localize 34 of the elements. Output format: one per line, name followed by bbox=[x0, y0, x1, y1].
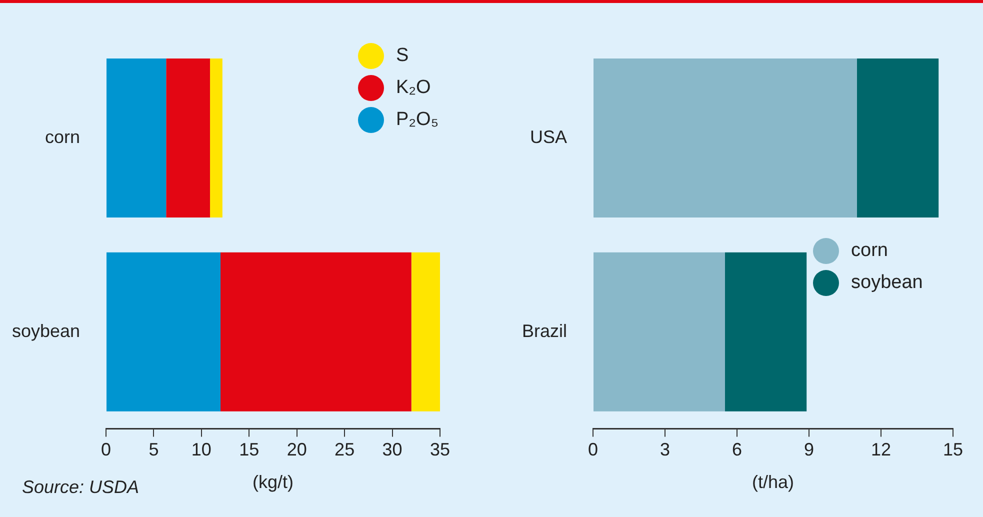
bar bbox=[594, 58, 857, 218]
x-tick-label: 35 bbox=[430, 440, 450, 460]
legend-label: corn bbox=[851, 240, 888, 262]
bar bbox=[725, 252, 807, 412]
x-axis-title: (t/ha) bbox=[752, 472, 794, 492]
x-tick-label: 3 bbox=[660, 440, 670, 460]
source-note: Source: USDA bbox=[22, 477, 140, 498]
x-tick-label: 15 bbox=[239, 440, 260, 460]
x-tick-label: 10 bbox=[191, 440, 212, 460]
x-tick-label: 12 bbox=[870, 440, 892, 460]
bar bbox=[106, 58, 166, 218]
x-tick-label: 0 bbox=[588, 440, 598, 460]
y-tick-label: USA bbox=[530, 126, 567, 147]
x-tick-label: 30 bbox=[382, 440, 402, 460]
x-tick-label: 5 bbox=[148, 440, 159, 460]
x-tick-label: 9 bbox=[804, 440, 814, 460]
legend-label: P₂O₅ bbox=[396, 109, 438, 131]
bar bbox=[166, 58, 210, 218]
x-tick-label: 25 bbox=[334, 440, 355, 460]
legend-label: S bbox=[396, 45, 409, 67]
x-tick-label: 15 bbox=[942, 440, 964, 460]
bar bbox=[210, 58, 222, 218]
x-tick-label: 6 bbox=[732, 440, 742, 460]
bar bbox=[411, 252, 440, 412]
bar bbox=[220, 252, 412, 412]
legend-label: soybean bbox=[851, 272, 923, 294]
bar bbox=[594, 252, 725, 412]
bar bbox=[106, 252, 221, 412]
bar bbox=[857, 58, 939, 218]
y-tick-label: Brazil bbox=[522, 320, 567, 341]
x-tick-label: 0 bbox=[100, 440, 112, 460]
legend-label: K₂O bbox=[396, 77, 431, 99]
x-axis-title: (kg/t) bbox=[252, 472, 294, 492]
x-tick-label: 20 bbox=[286, 440, 307, 460]
